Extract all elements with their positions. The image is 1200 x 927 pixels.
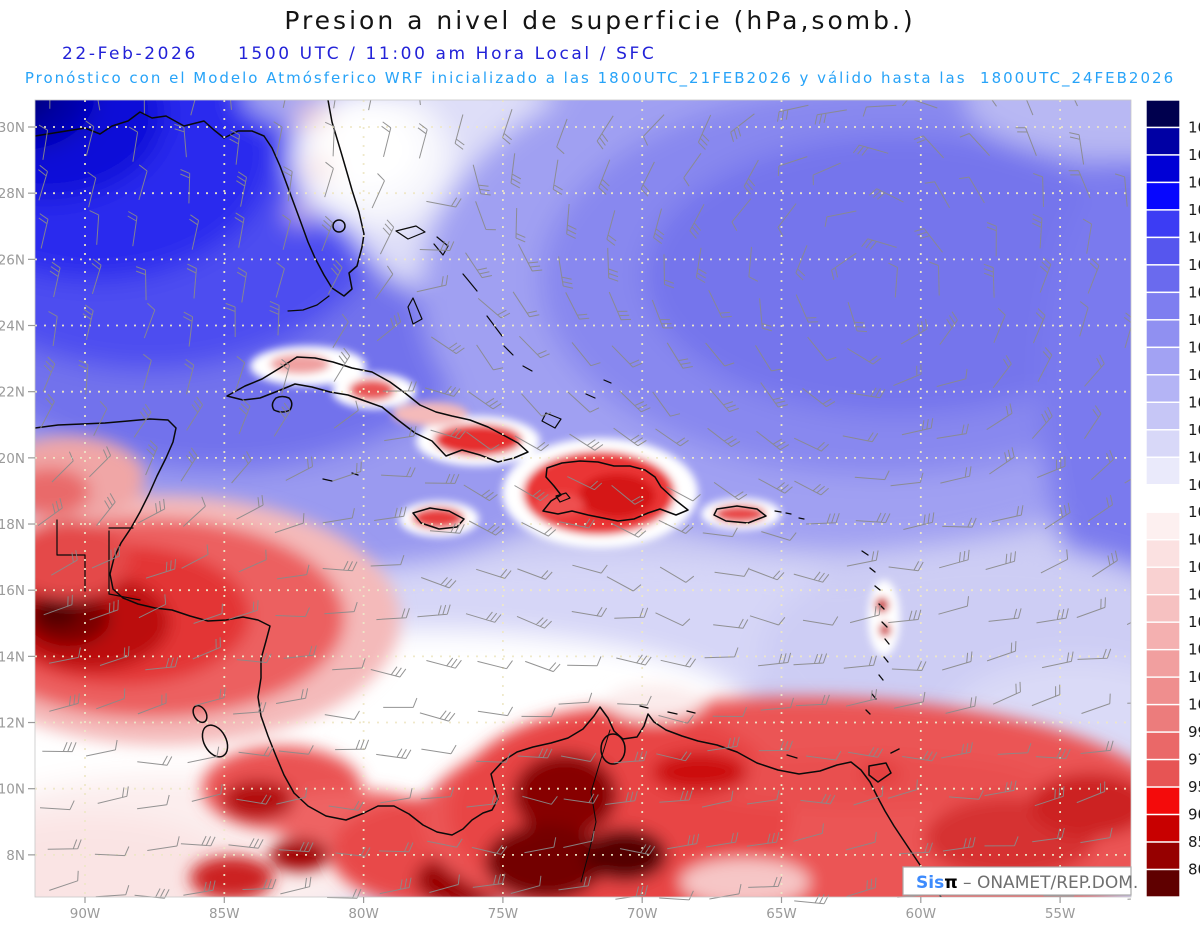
svg-text:1000: 1000 xyxy=(1188,696,1200,714)
forecast-date: 22-Feb-2026 xyxy=(62,44,198,64)
forecast-time: 1500 UTC / 11:00 am Hora Local / SFC xyxy=(238,44,657,64)
pressure-colorbar: 1050 1040 1035 1030 1028 1025 1022 1020 1019 1018… xyxy=(1145,99,1200,898)
svg-text:60W: 60W xyxy=(906,906,937,922)
trinidad-tobago xyxy=(868,748,900,783)
svg-text:30N: 30N xyxy=(0,120,25,136)
svg-text:1006: 1006 xyxy=(1188,613,1200,631)
country-borders xyxy=(56,519,141,601)
watermark-brand-pi: π xyxy=(944,873,957,893)
svg-text:24N: 24N xyxy=(0,319,25,335)
svg-text:1002: 1002 xyxy=(1188,668,1200,686)
watermark-brand-sis: Sis xyxy=(916,873,944,893)
model-init-line: Pronóstico con el Modelo Atmósferico WRF… xyxy=(24,69,1176,87)
gulf-florida-coastline xyxy=(35,100,365,297)
svg-text:20N: 20N xyxy=(0,451,25,467)
lake-okeechobee xyxy=(332,219,346,233)
florida-keys xyxy=(287,295,330,312)
wind-barbs xyxy=(37,100,1131,905)
cayman-islands xyxy=(322,472,359,482)
svg-text:80W: 80W xyxy=(348,906,379,922)
svg-text:90W: 90W xyxy=(70,906,101,922)
svg-text:1018: 1018 xyxy=(1188,366,1200,384)
svg-text:8N: 8N xyxy=(6,848,25,864)
svg-text:1025: 1025 xyxy=(1188,256,1200,274)
svg-text:1035: 1035 xyxy=(1188,173,1200,191)
svg-text:1008: 1008 xyxy=(1188,586,1200,604)
svg-text:Sisπ – ONAMET/REP.DOM.: Sisπ – ONAMET/REP.DOM. xyxy=(916,873,1138,893)
pressure-shading xyxy=(35,100,1131,897)
svg-text:990: 990 xyxy=(1188,723,1200,741)
svg-text:18N: 18N xyxy=(0,517,25,533)
map-frame xyxy=(34,99,1132,898)
svg-text:75W: 75W xyxy=(488,906,519,922)
svg-text:1022: 1022 xyxy=(1188,283,1200,301)
cuba-coastline xyxy=(226,356,529,463)
svg-text:12N: 12N xyxy=(0,716,25,732)
svg-text:16N: 16N xyxy=(0,583,25,599)
svg-text:1020: 1020 xyxy=(1188,311,1200,329)
svg-text:900: 900 xyxy=(1188,806,1200,824)
svg-text:28N: 28N xyxy=(0,186,25,202)
svg-text:1050: 1050 xyxy=(1188,118,1200,136)
svg-text:1040: 1040 xyxy=(1188,146,1200,164)
svg-text:70W: 70W xyxy=(627,906,658,922)
svg-text:950: 950 xyxy=(1188,778,1200,796)
svg-text:1016: 1016 xyxy=(1188,421,1200,439)
lake-managua xyxy=(192,704,208,724)
svg-text:1019: 1019 xyxy=(1188,338,1200,356)
hispaniola-coastline xyxy=(542,460,689,522)
svg-text:14N: 14N xyxy=(0,649,25,665)
svg-text:55W: 55W xyxy=(1045,906,1076,922)
svg-text:65W: 65W xyxy=(766,906,797,922)
svg-text:1010: 1010 xyxy=(1188,558,1200,576)
svg-text:85W: 85W xyxy=(209,906,240,922)
svg-text:1004: 1004 xyxy=(1188,641,1200,659)
svg-text:800: 800 xyxy=(1188,861,1200,879)
watermark-credit: – ONAMET/REP.DOM. xyxy=(958,873,1139,893)
lesser-antilles-arc xyxy=(861,550,890,715)
svg-text:970: 970 xyxy=(1188,751,1200,769)
svg-text:26N: 26N xyxy=(0,252,25,268)
svg-text:1030: 1030 xyxy=(1188,201,1200,219)
gonave-island xyxy=(555,492,571,503)
abc-islands xyxy=(639,705,798,759)
svg-text:850: 850 xyxy=(1188,833,1200,851)
svg-text:22N: 22N xyxy=(0,385,25,401)
watermark: Sisπ – ONAMET/REP.DOM. xyxy=(902,866,1138,896)
svg-text:1017: 1017 xyxy=(1188,393,1200,411)
puerto-rico-coastline xyxy=(713,505,767,524)
lake-nicaragua xyxy=(201,724,229,758)
virgin-islands xyxy=(774,510,805,520)
page-title: Presion a nivel de superficie (hPa,somb.… xyxy=(284,6,916,35)
axis-labels: 30N 28N 26N 24N 22N 20N 18N 16N 14N 12N 10N 8N 90W 85… xyxy=(0,120,1075,922)
svg-text:1012: 1012 xyxy=(1188,531,1200,549)
colombia-venezuela-border xyxy=(580,729,611,883)
lake-maracaibo xyxy=(600,733,626,765)
svg-text:1015: 1015 xyxy=(1188,448,1200,466)
svg-text:1014: 1014 xyxy=(1188,476,1200,494)
svg-text:10N: 10N xyxy=(0,782,25,798)
svg-text:1028: 1028 xyxy=(1188,228,1200,246)
svg-text:1013: 1013 xyxy=(1188,503,1200,521)
